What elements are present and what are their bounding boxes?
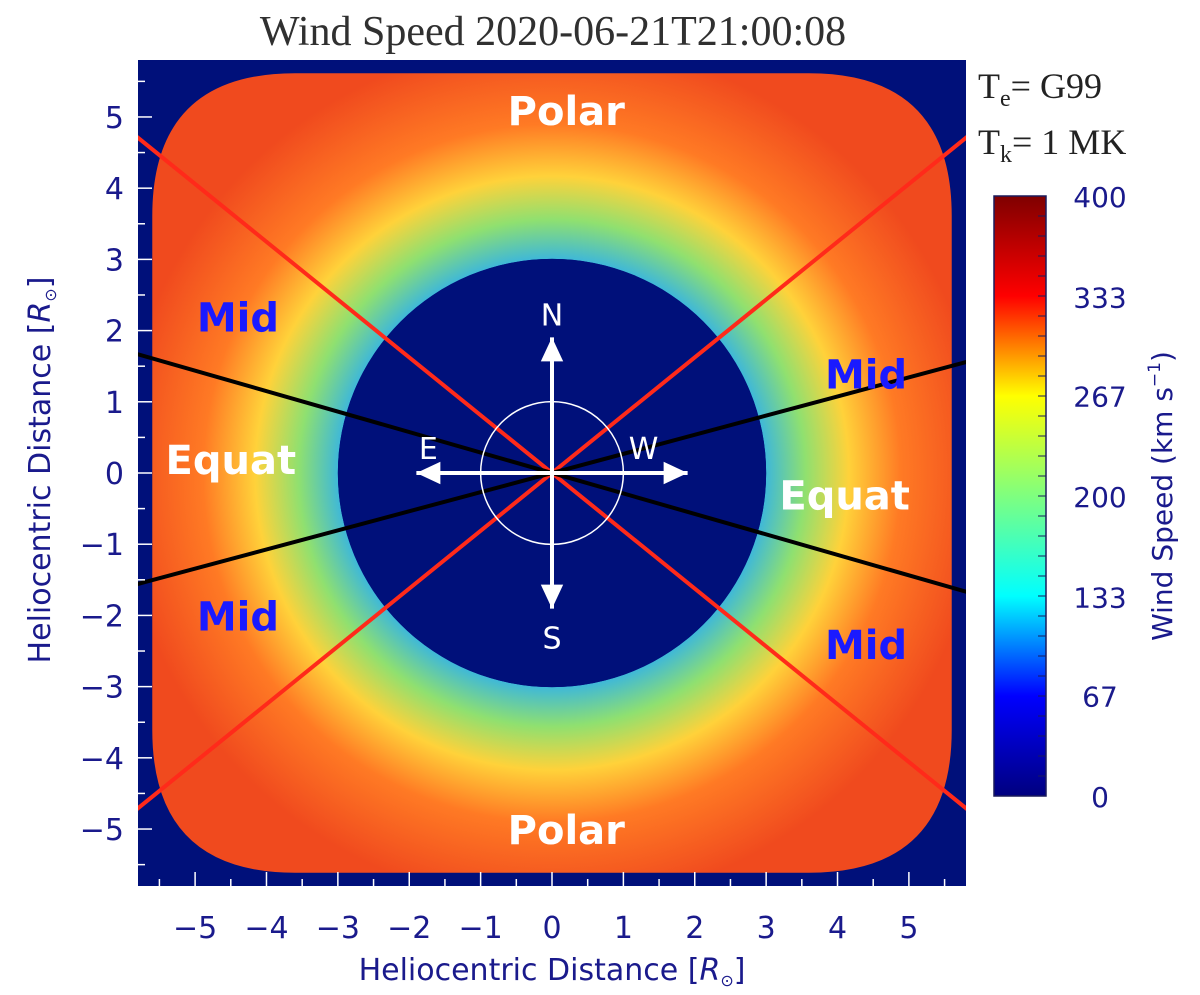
y-tick-label: −4 bbox=[80, 742, 124, 777]
region-label-mid-4: Mid bbox=[825, 352, 907, 398]
colorbar-tick-label: 133 bbox=[1073, 582, 1126, 615]
compass-north-label: N bbox=[541, 298, 563, 333]
x-tick-label: −2 bbox=[387, 911, 431, 946]
x-tick-label: 2 bbox=[685, 911, 704, 946]
x-tick-label: −5 bbox=[173, 911, 217, 946]
colorbar-tick-label: 267 bbox=[1073, 381, 1126, 414]
region-label-mid-6: Mid bbox=[825, 623, 907, 669]
compass-east-label: E bbox=[419, 432, 438, 467]
y-tick-label: 1 bbox=[105, 386, 124, 421]
x-tick-label: 0 bbox=[542, 911, 561, 946]
y-tick-label: −1 bbox=[80, 528, 124, 563]
compass-south-label: S bbox=[542, 622, 561, 657]
electron-temperature-label: Te= G99 bbox=[978, 66, 1102, 112]
region-label-equat-8: Equat bbox=[779, 473, 910, 519]
region-label-polar-1: Polar bbox=[508, 89, 626, 135]
kinetic-temperature-label: Tk= 1 MK bbox=[978, 122, 1127, 168]
compass-east-arrow-head bbox=[416, 461, 441, 485]
x-tick-label: 1 bbox=[614, 911, 633, 946]
y-tick-label: −2 bbox=[80, 599, 124, 634]
colorbar-tick-label: 0 bbox=[1091, 781, 1109, 814]
colorbar-gradient bbox=[993, 195, 1047, 797]
x-tick-label: 3 bbox=[757, 911, 776, 946]
colorbar-tick-label: 333 bbox=[1073, 282, 1126, 315]
region-label-mid-5: Mid bbox=[197, 594, 279, 640]
y-tick-label: 2 bbox=[105, 315, 124, 350]
compass-north-arrow-head bbox=[540, 337, 564, 362]
compass-west-arrow-head bbox=[663, 461, 688, 485]
x-axis-label: Heliocentric Distance [R⊙] bbox=[359, 953, 746, 990]
x-tick-label: 5 bbox=[899, 911, 918, 946]
chart-title: Wind Speed 2020-06-21T21:00:08 bbox=[259, 9, 847, 55]
x-tick-label: −4 bbox=[244, 911, 288, 946]
compass-rose: N S E W bbox=[416, 298, 688, 657]
region-labels: Polar Polar Mid Mid Mid Mid Equat Equat bbox=[166, 89, 910, 854]
y-tick-label: 3 bbox=[105, 243, 124, 278]
colorbar-label: Wind Speed (km s−1) bbox=[1145, 351, 1179, 641]
colorbar-tick-label: 67 bbox=[1082, 681, 1118, 714]
region-label-equat-7: Equat bbox=[166, 438, 297, 484]
y-axis-label: Heliocentric Distance [R⊙] bbox=[23, 277, 60, 664]
y-tick-label: −3 bbox=[80, 671, 124, 706]
x-tick-label: 4 bbox=[828, 911, 847, 946]
colorbar: 400 333 267 200 133 67 0 Wind Speed (km s−1) bbox=[993, 181, 1179, 814]
x-tick-label: −1 bbox=[459, 911, 503, 946]
y-tick-label: 4 bbox=[105, 172, 124, 207]
colorbar-tick-label: 400 bbox=[1073, 181, 1126, 214]
compass-west-label: W bbox=[629, 432, 659, 467]
x-tick-label: −3 bbox=[316, 911, 360, 946]
y-tick-label: 5 bbox=[105, 101, 124, 136]
colorbar-tick-label: 200 bbox=[1073, 481, 1126, 514]
wind-speed-annulus bbox=[152, 73, 952, 873]
region-label-polar-2: Polar bbox=[508, 808, 626, 854]
colorbar-ticks: 400 333 267 200 133 67 0 bbox=[1038, 181, 1127, 814]
region-label-mid-3: Mid bbox=[197, 295, 279, 341]
x-axis: −5 −4 −3 −2 −1 0 1 2 3 4 5 bbox=[158, 872, 946, 946]
compass-south-arrow-head bbox=[540, 584, 564, 609]
y-axis: 5 4 3 2 1 0 −1 −2 −3 −4 −5 bbox=[80, 80, 152, 866]
y-tick-label: 0 bbox=[105, 457, 124, 492]
y-tick-label: −5 bbox=[80, 813, 124, 848]
